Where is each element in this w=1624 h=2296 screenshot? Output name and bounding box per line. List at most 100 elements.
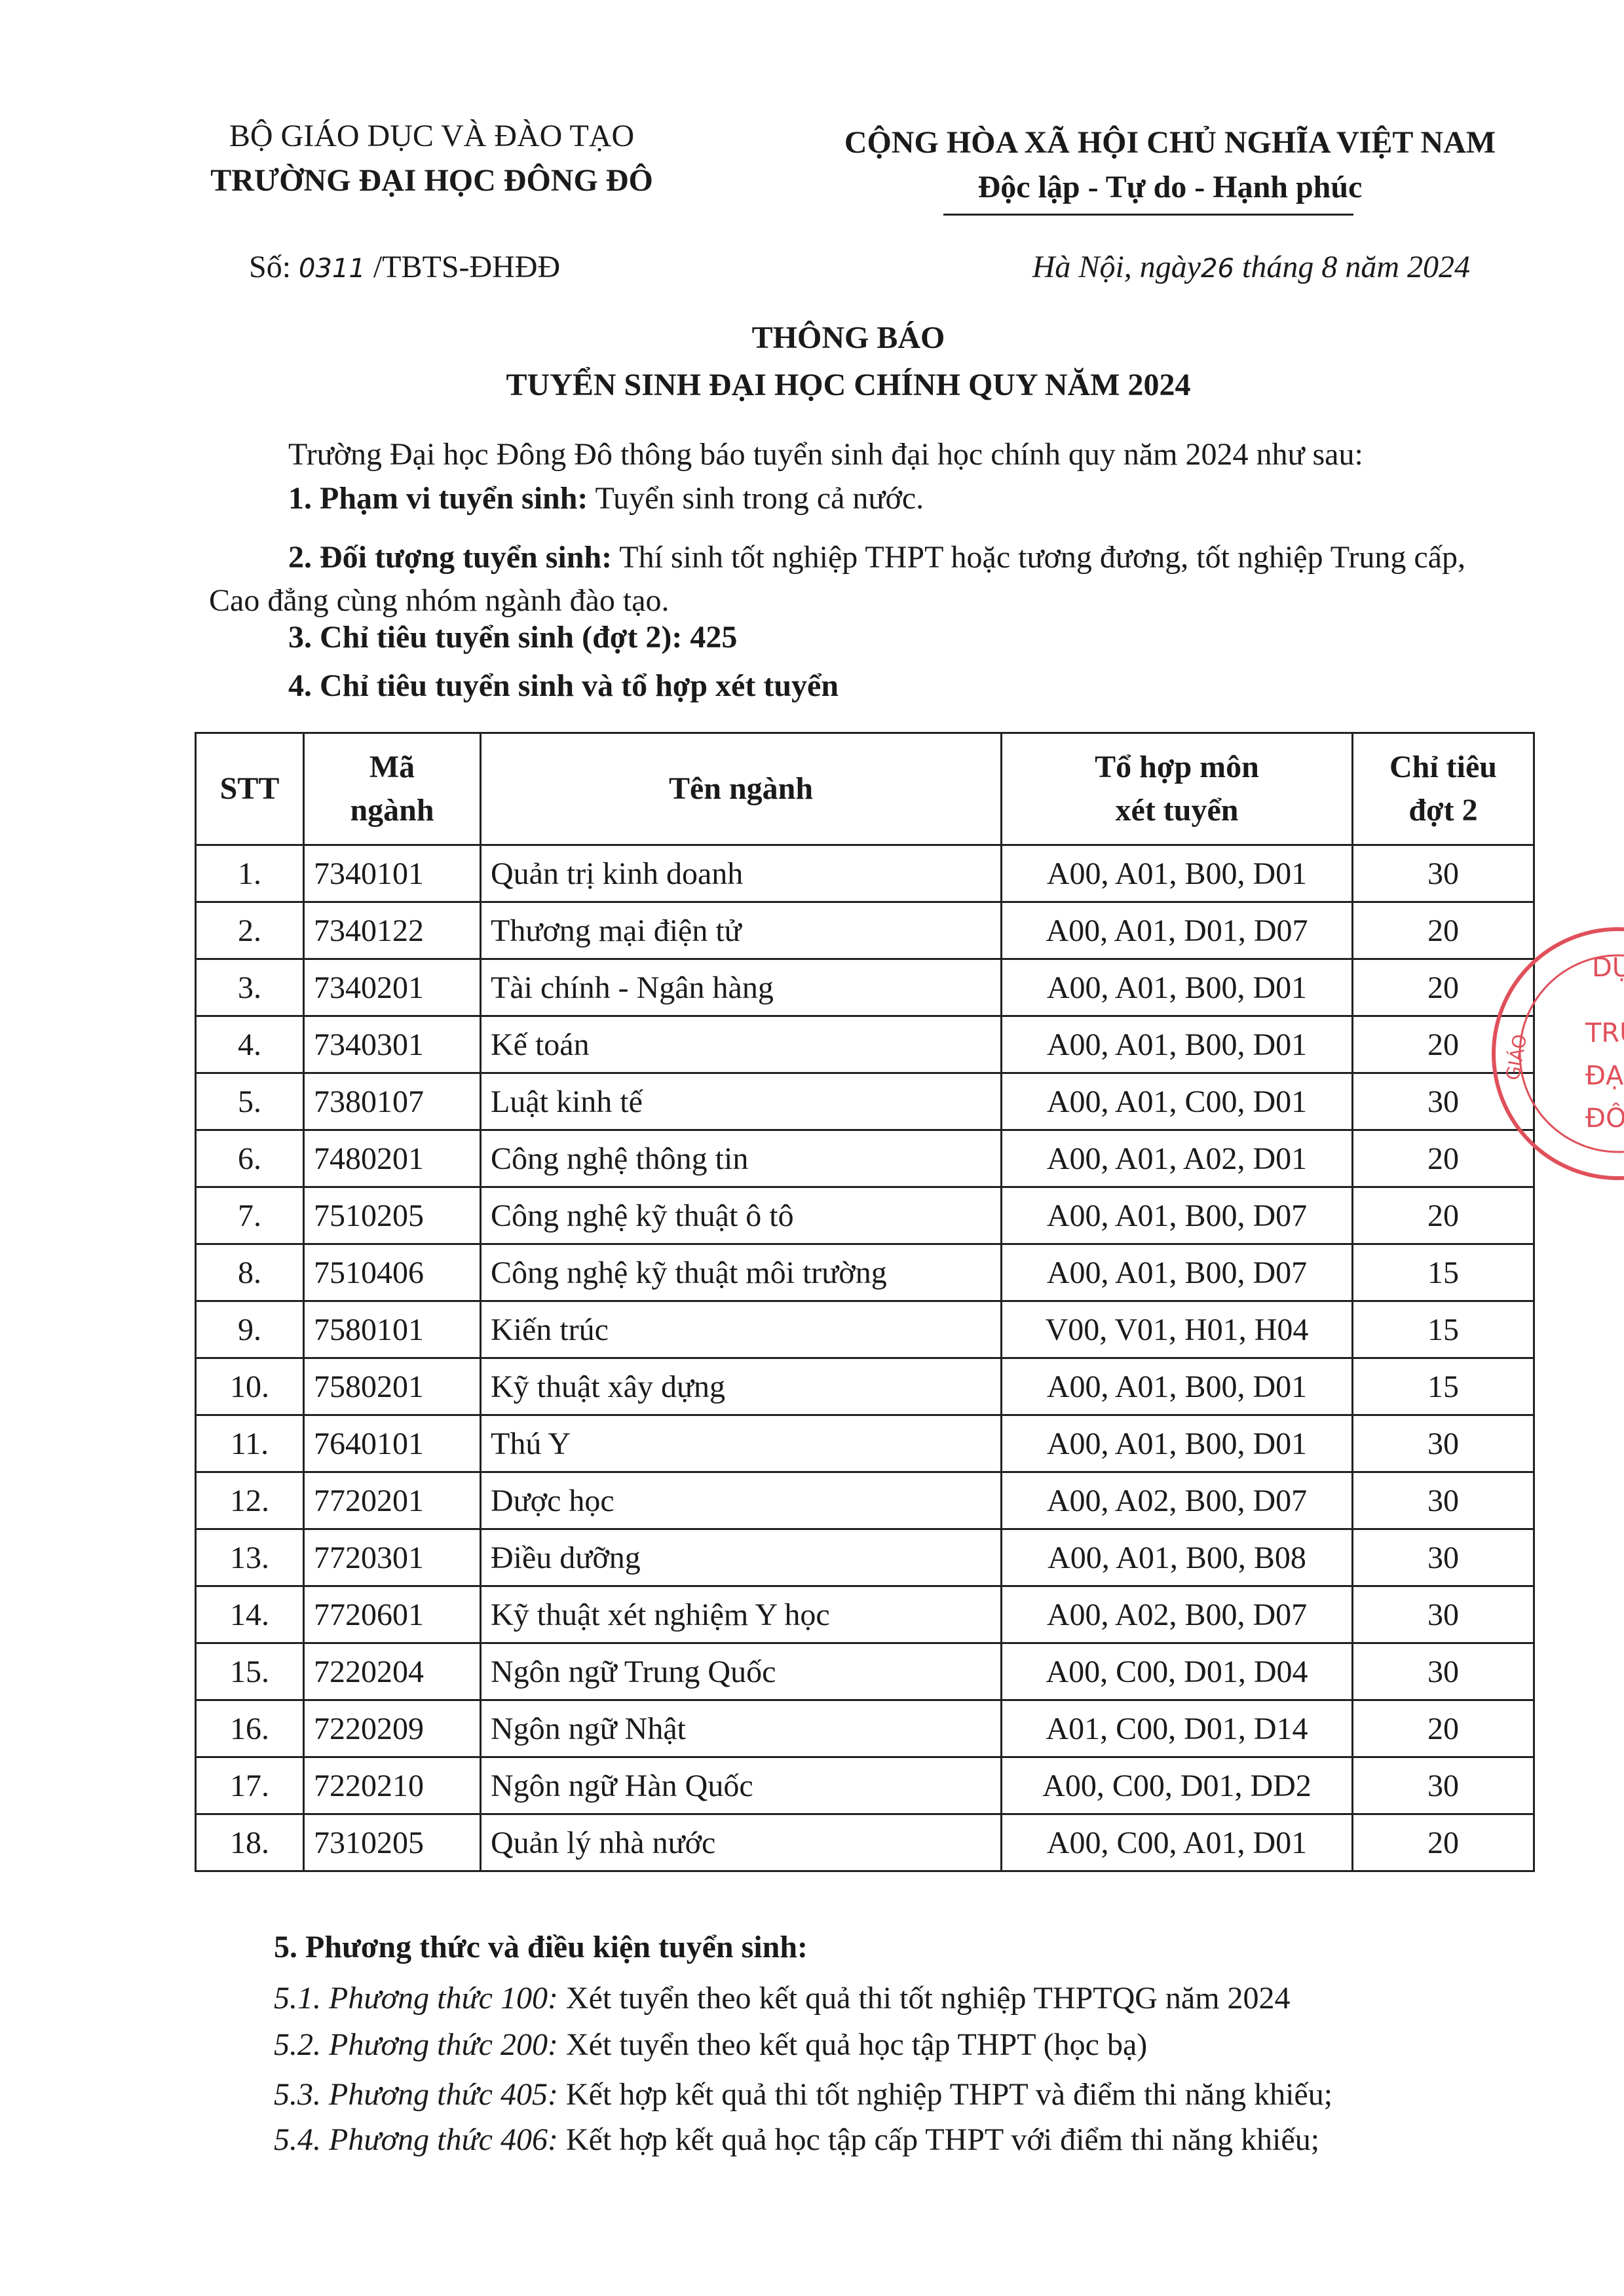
table-cell: A00, C00, A01, D01 — [1000, 1813, 1353, 1872]
table-row: 17. 7220210 Ngôn ngữ Hàn Quốc A00, C00, D01… — [195, 1756, 1535, 1815]
header-cell: Chỉ tiêu đợt 2 — [1351, 732, 1535, 846]
table-row: 9. 7580101 Kiến trúc V00, V01, H01, H04 15 — [195, 1300, 1535, 1359]
table-cell: 6. — [195, 1129, 305, 1188]
method-label: 5.2. Phương thức 200: — [274, 2027, 558, 2062]
table-cell: A01, C00, D01, D14 — [1000, 1699, 1353, 1758]
table-cell: 16. — [195, 1699, 305, 1758]
table-cell: A00, A02, B00, D07 — [1000, 1471, 1353, 1530]
table-row: 13. 7720301 Điều dưỡng A00, A01, B00, B08 30 — [195, 1528, 1535, 1587]
table-cell: 7340201 — [303, 958, 482, 1017]
table-cell: Kỹ thuật xét nghiệm Y học — [480, 1585, 1002, 1644]
date-day: 26 — [1201, 254, 1234, 284]
table-row: 16. 7220209 Ngôn ngữ Nhật A01, C00, D01, D1… — [195, 1699, 1535, 1758]
table-cell: 2. — [195, 901, 305, 960]
item: 4. Chỉ tiêu tuyển sinh và tổ hợp xét tuy… — [288, 668, 839, 704]
table-cell: Kỹ thuật xây dựng — [480, 1357, 1002, 1416]
method-text: Kết hợp kết quả thi tốt nghiệp THPT và đ… — [565, 2077, 1333, 2112]
table-cell: A00, A01, B00, D01 — [1000, 1015, 1353, 1074]
method-text: Kết hợp kết quả học tập cấp THPT với điể… — [565, 2122, 1320, 2157]
table-cell: 3. — [195, 958, 305, 1017]
table-cell: 7640101 — [303, 1414, 482, 1473]
intro: Trường Đại học Đông Đô thông báo tuyển s… — [288, 437, 1363, 472]
table-cell: 30 — [1351, 1471, 1535, 1530]
table-cell: A00, A01, C00, D01 — [1000, 1072, 1353, 1131]
table-cell: 7310205 — [303, 1813, 482, 1872]
table-cell: 7340301 — [303, 1015, 482, 1074]
table-cell: 7720301 — [303, 1528, 482, 1587]
table-cell: A00, A01, B00, B08 — [1000, 1528, 1353, 1587]
table-cell: Luật kinh tế — [480, 1072, 1002, 1131]
table-cell: 8. — [195, 1243, 305, 1302]
table-cell: 15. — [195, 1642, 305, 1701]
table-cell: 9. — [195, 1300, 305, 1359]
table-cell: 4. — [195, 1015, 305, 1074]
table-cell: Tài chính - Ngân hàng — [480, 958, 1002, 1017]
method: 5.2. Phương thức 200: Xét tuyển theo kết… — [274, 2027, 1147, 2063]
table-cell: 7510406 — [303, 1243, 482, 1302]
table-cell: 10. — [195, 1357, 305, 1416]
table-cell: 30 — [1351, 1414, 1535, 1473]
method-label: 5.4. Phương thức 406: — [274, 2122, 558, 2157]
stamp-ring — [1492, 927, 1624, 1180]
table-cell: 7380107 — [303, 1072, 482, 1131]
table-cell: 20 — [1351, 1699, 1535, 1758]
table-cell: 7220209 — [303, 1699, 482, 1758]
item: 1. Phạm vi tuyển sinh: Tuyển sinh trong … — [288, 480, 924, 516]
table-row: 7. 7510205 Công nghệ kỹ thuật ô tô A00, A01… — [195, 1186, 1535, 1245]
method-label: 5.3. Phương thức 405: — [274, 2077, 558, 2112]
table-cell: 7580101 — [303, 1300, 482, 1359]
table-cell: A00, A01, B00, D07 — [1000, 1243, 1353, 1302]
table-cell: 30 — [1351, 1642, 1535, 1701]
item: 2. Đối tượng tuyển sinh: Thí sinh tốt ng… — [209, 536, 1493, 622]
table-cell: 7220204 — [303, 1642, 482, 1701]
table-cell: 17. — [195, 1756, 305, 1815]
stamp-ring — [1519, 954, 1624, 1153]
date-rest: tháng 8 năm 2024 — [1242, 250, 1470, 284]
method: 5.3. Phương thức 405: Kết hợp kết quả th… — [274, 2076, 1332, 2113]
table-cell: A00, A01, B00, D01 — [1000, 844, 1353, 903]
table-cell: 30 — [1351, 1756, 1535, 1815]
table-cell: 7480201 — [303, 1129, 482, 1188]
table-cell: A00, A01, A02, D01 — [1000, 1129, 1353, 1188]
table-cell: 20 — [1351, 901, 1535, 960]
table-cell: 7580201 — [303, 1357, 482, 1416]
table-cell: Kiến trúc — [480, 1300, 1002, 1359]
table-row: 14. 7720601 Kỹ thuật xét nghiệm Y học A00, … — [195, 1585, 1535, 1644]
date: Hà Nội, ngày26 tháng 8 năm 2024 — [1032, 249, 1470, 285]
table-cell: 20 — [1351, 1129, 1535, 1188]
method-label: 5.1. Phương thức 100: — [274, 1981, 558, 2016]
school: TRƯỜNG ĐẠI HỌC ĐÔNG ĐÔ — [210, 163, 653, 198]
table-cell: 30 — [1351, 844, 1535, 903]
table-cell: Dược học — [480, 1471, 1002, 1530]
item: 3. Chỉ tiêu tuyển sinh (đợt 2): 425 — [288, 619, 737, 655]
stamp-text: ĐẠI — [1585, 1061, 1624, 1091]
table-cell: 13. — [195, 1528, 305, 1587]
table-cell: Công nghệ thông tin — [480, 1129, 1002, 1188]
header-cell: Tên ngành — [480, 732, 1002, 846]
table-cell: A00, C00, D01, DD2 — [1000, 1756, 1353, 1815]
table-cell: Điều dưỡng — [480, 1528, 1002, 1587]
table-row: 8. 7510406 Công nghệ kỹ thuật môi trường A0… — [195, 1243, 1535, 1302]
table-cell: Kế toán — [480, 1015, 1002, 1074]
method-text: Xét tuyển theo kết quả học tập THPT (học… — [565, 2027, 1148, 2062]
table-cell: A00, A01, B00, D07 — [1000, 1186, 1353, 1245]
table-cell: 30 — [1351, 1072, 1535, 1131]
table-row: 4. 7340301 Kế toán A00, A01, B00, D01 20 — [195, 1015, 1535, 1074]
table-cell: A00, A02, B00, D07 — [1000, 1585, 1353, 1644]
table-cell: 14. — [195, 1585, 305, 1644]
table-row: 2. 7340122 Thương mại điện tử A00, A01, D01… — [195, 901, 1535, 960]
item-label: 1. Phạm vi tuyển sinh: — [288, 481, 588, 516]
header-cell: STT — [195, 732, 305, 846]
item-text: Tuyển sinh trong cả nước. — [595, 481, 924, 516]
table-cell: Ngôn ngữ Nhật — [480, 1699, 1002, 1758]
table-row: 12. 7720201 Dược học A00, A02, B00, D07 30 — [195, 1471, 1535, 1530]
method: 5.4. Phương thức 406: Kết hợp kết quả họ… — [274, 2122, 1319, 2158]
table-cell: V00, V01, H01, H04 — [1000, 1300, 1353, 1359]
stamp-text: ĐÔN — [1585, 1102, 1624, 1134]
table-cell: 30 — [1351, 1585, 1535, 1644]
title: THÔNG BÁO — [751, 320, 945, 355]
country: CỘNG HÒA XÃ HỘI CHỦ NGHĨA VIỆT NAM — [844, 125, 1496, 160]
date-prefix: Hà Nội, ngày — [1032, 250, 1201, 284]
table-cell: 20 — [1351, 1015, 1535, 1074]
